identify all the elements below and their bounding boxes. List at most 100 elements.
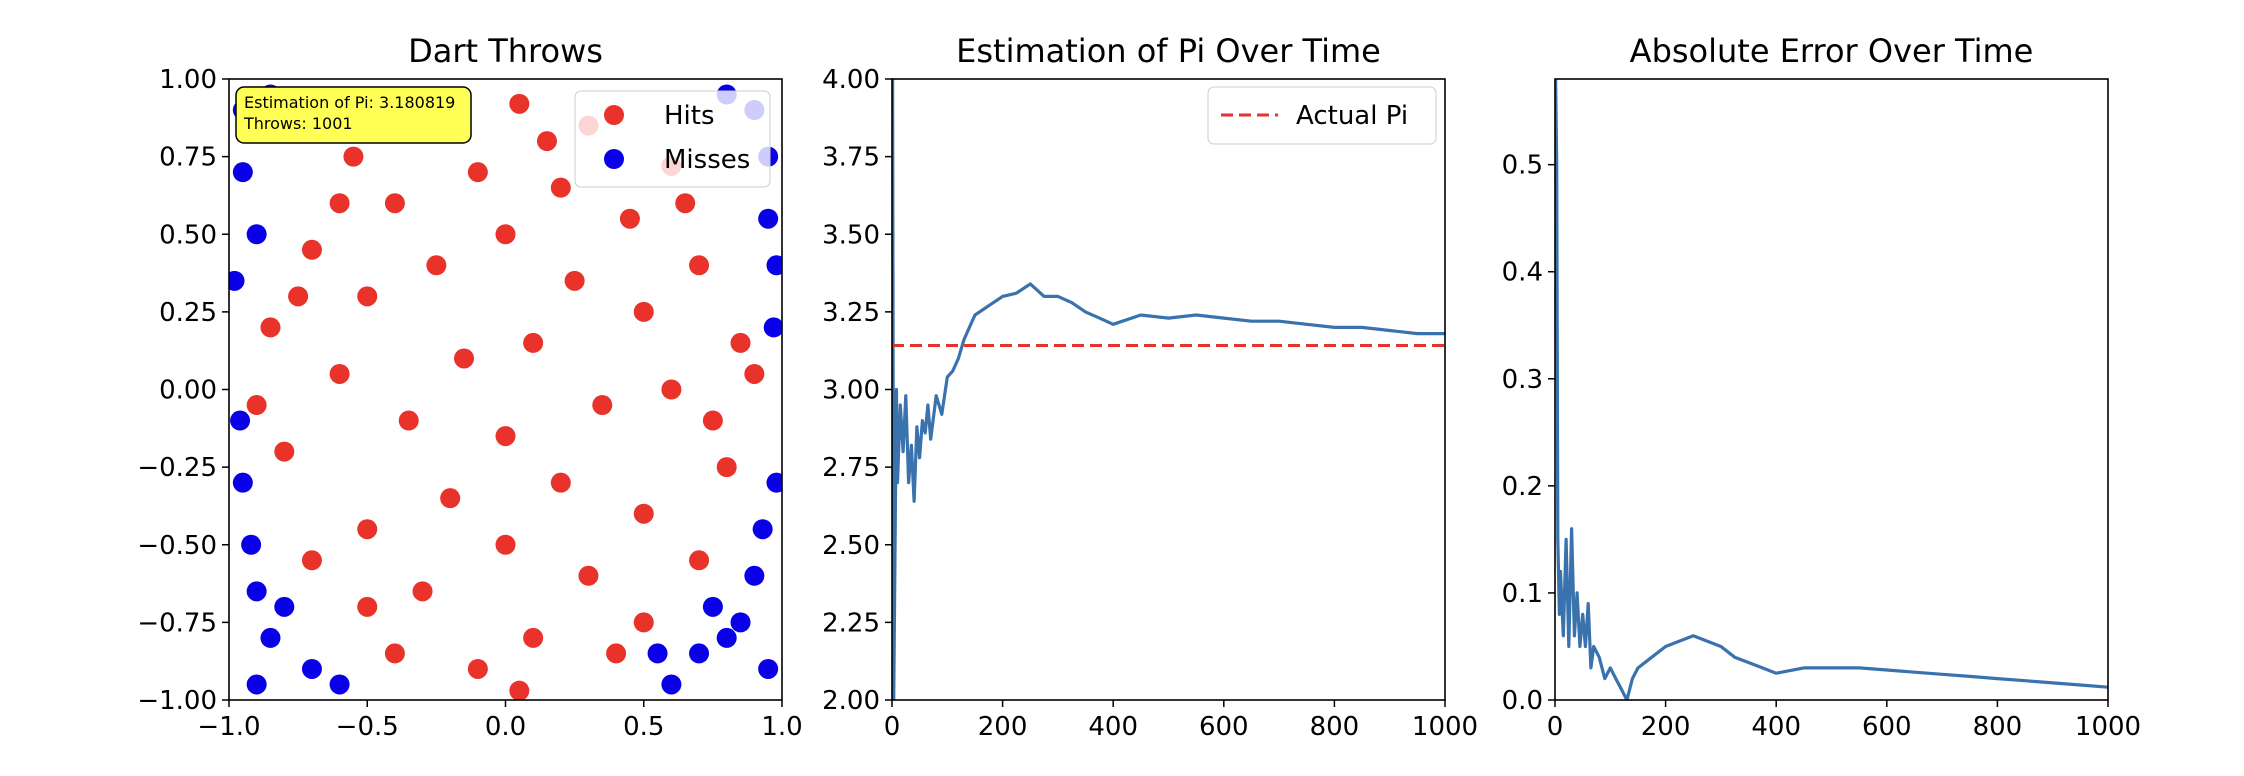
hit-point bbox=[744, 363, 765, 384]
plot-frame bbox=[891, 78, 1446, 701]
hit-point bbox=[633, 612, 654, 633]
x-tick-label: 400 bbox=[1751, 712, 1801, 742]
x-tick-label: 200 bbox=[1641, 712, 1691, 742]
hit-point bbox=[523, 332, 544, 353]
y-tick-label: 0.50 bbox=[159, 220, 217, 250]
hit-point bbox=[384, 643, 405, 664]
hit-point bbox=[550, 472, 571, 493]
pi-estimation-chart: Estimation of Pi Over Time 0 200 400 600 800… bbox=[822, 32, 1478, 742]
y-tick-label: 2.75 bbox=[822, 453, 880, 483]
y-tick-label: −1.00 bbox=[137, 686, 217, 716]
hit-point bbox=[495, 534, 516, 555]
miss-point bbox=[329, 674, 350, 695]
x-tick-label: 1000 bbox=[1412, 712, 1478, 742]
miss-point bbox=[702, 596, 723, 617]
x-tick-label: −0.5 bbox=[336, 712, 399, 742]
hit-point bbox=[564, 270, 585, 291]
miss-point bbox=[766, 472, 782, 493]
hit-point bbox=[633, 301, 654, 322]
hit-point bbox=[412, 581, 433, 602]
hit-point bbox=[426, 255, 447, 276]
y-tick-label: 3.00 bbox=[822, 376, 880, 406]
chart-title: Estimation of Pi Over Time bbox=[956, 32, 1381, 70]
legend-label: Actual Pi bbox=[1296, 101, 1408, 131]
y-tick-label: 0.1 bbox=[1502, 579, 1543, 609]
y-tick-label: 0.5 bbox=[1502, 151, 1543, 181]
x-tick-label: 800 bbox=[1973, 712, 2023, 742]
miss-point bbox=[758, 658, 779, 679]
y-tick-label: 3.50 bbox=[822, 220, 880, 250]
hit-point bbox=[495, 426, 516, 447]
y-tick-label: 0.75 bbox=[159, 143, 217, 173]
absolute-error-line bbox=[1555, 79, 2108, 700]
annotation-line: Throws: 1001 bbox=[243, 114, 353, 133]
y-tick-label: 0.25 bbox=[159, 298, 217, 328]
y-tick-label: 0.2 bbox=[1502, 472, 1543, 502]
hit-point bbox=[689, 255, 710, 276]
legend-box bbox=[1207, 86, 1437, 145]
miss-point bbox=[744, 565, 765, 586]
x-tick-label: 600 bbox=[1199, 712, 1249, 742]
hit-point bbox=[301, 239, 322, 260]
hit-point bbox=[467, 658, 488, 679]
miss-point bbox=[661, 674, 682, 695]
pi-estimate-line bbox=[892, 79, 1445, 700]
y-tick-label: 0.4 bbox=[1502, 258, 1543, 288]
y-tick-label: 2.25 bbox=[822, 608, 880, 638]
hit-point bbox=[467, 162, 488, 183]
miss-point bbox=[246, 224, 267, 245]
miss-point bbox=[274, 596, 295, 617]
y-tick-label: −0.75 bbox=[137, 608, 217, 638]
chart-title: Dart Throws bbox=[408, 32, 603, 70]
hit-point bbox=[274, 441, 295, 462]
miss-point bbox=[260, 627, 281, 648]
miss-point bbox=[246, 581, 267, 602]
hit-point bbox=[550, 177, 571, 198]
hit-point bbox=[495, 224, 516, 245]
miss-point bbox=[763, 317, 782, 338]
hit-point bbox=[633, 503, 654, 524]
legend-miss-marker bbox=[604, 149, 624, 169]
hit-point bbox=[509, 93, 530, 114]
hit-point bbox=[578, 565, 599, 586]
hit-point bbox=[536, 131, 557, 152]
annotation-box bbox=[235, 86, 472, 144]
legend-label: Misses bbox=[664, 145, 750, 175]
hit-point bbox=[301, 550, 322, 571]
hit-point bbox=[454, 348, 475, 369]
miss-point bbox=[758, 208, 779, 229]
x-tick-label: 200 bbox=[978, 712, 1028, 742]
hit-point bbox=[357, 519, 378, 540]
hit-point bbox=[343, 146, 364, 167]
miss-point bbox=[232, 472, 253, 493]
plot-frame bbox=[228, 78, 783, 701]
hit-point bbox=[329, 363, 350, 384]
annotation-line: Estimation of Pi: 3.180819 bbox=[244, 93, 455, 112]
miss-point bbox=[229, 270, 245, 291]
legend: Hits Misses bbox=[574, 90, 771, 188]
y-tick-label: 0.3 bbox=[1502, 365, 1543, 395]
miss-point bbox=[301, 658, 322, 679]
hit-point bbox=[619, 208, 640, 229]
hit-point bbox=[592, 395, 613, 416]
y-tick-label: 2.50 bbox=[822, 531, 880, 561]
hit-point bbox=[260, 317, 281, 338]
hit-point bbox=[440, 488, 461, 509]
miss-point bbox=[230, 410, 251, 431]
miss-point bbox=[647, 643, 668, 664]
y-tick-label: −0.25 bbox=[137, 453, 217, 483]
x-tick-label: 400 bbox=[1088, 712, 1138, 742]
x-tick-label: 0 bbox=[1547, 712, 1564, 742]
hit-point bbox=[509, 680, 530, 700]
legend-label: Hits bbox=[664, 101, 715, 131]
y-tick-label: −0.50 bbox=[137, 531, 217, 561]
annotation: Estimation of Pi: 3.180819 Throws: 1001 bbox=[235, 86, 472, 144]
y-tick-label: 3.75 bbox=[822, 143, 880, 173]
plot-frame bbox=[1554, 78, 2109, 701]
hit-point bbox=[702, 410, 723, 431]
y-tick-label: 1.00 bbox=[159, 65, 217, 95]
y-tick-label: 0.00 bbox=[159, 376, 217, 406]
miss-point bbox=[689, 643, 710, 664]
x-tick-label: 0.5 bbox=[623, 712, 664, 742]
miss-point bbox=[232, 162, 253, 183]
